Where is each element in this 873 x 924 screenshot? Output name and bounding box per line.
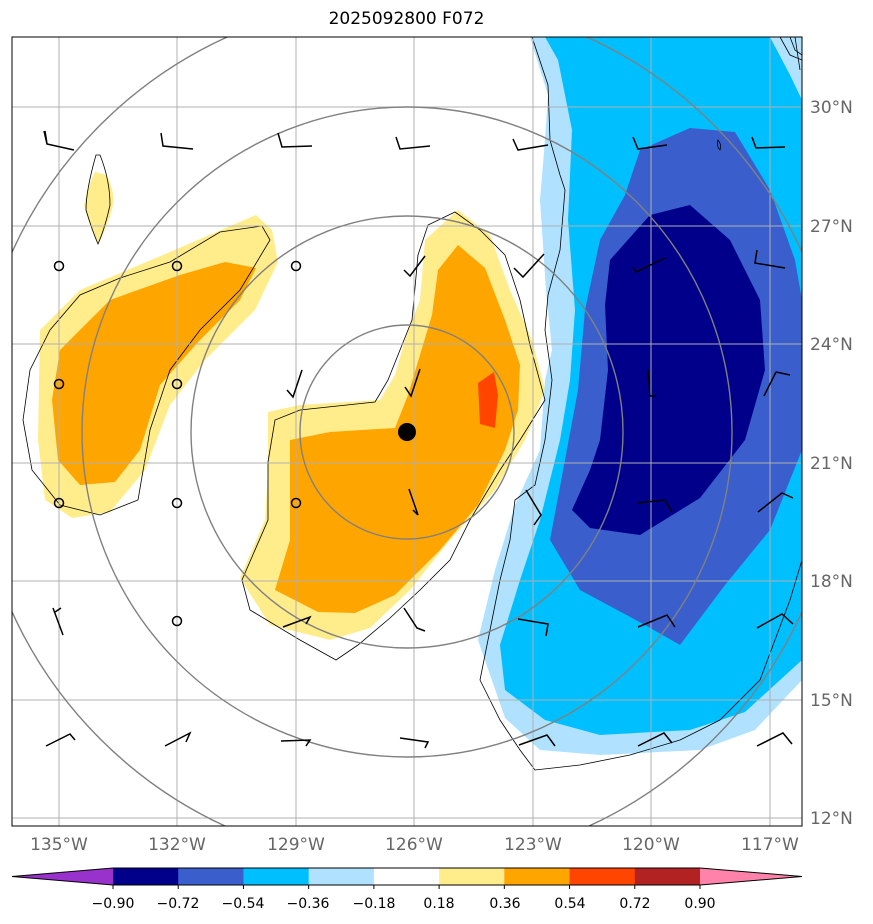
lat-label: 12°N xyxy=(810,809,853,829)
lat-label: 15°N xyxy=(810,691,853,711)
lat-label: 18°N xyxy=(810,572,853,592)
colorbar-tick-label: −0.90 xyxy=(92,896,135,912)
colorbar-tick-label: −0.36 xyxy=(287,896,330,912)
colorbar-segment xyxy=(569,868,636,885)
lat-label: 27°N xyxy=(810,217,853,237)
longitude-labels: 135°W 132°W 129°W 126°W 123°W 120°W 117°… xyxy=(30,835,799,855)
lon-label: 135°W xyxy=(30,835,88,855)
map-plot-area xyxy=(12,37,802,826)
grid-lines xyxy=(12,37,802,826)
lon-label: 123°W xyxy=(504,835,562,855)
colorbar-tick-label: 0.36 xyxy=(489,896,520,912)
colorbar-segment xyxy=(504,868,571,885)
lon-label: 120°W xyxy=(622,835,680,855)
lon-label: 117°W xyxy=(741,835,799,855)
storm-center-marker xyxy=(398,423,416,441)
wind-barbs xyxy=(43,130,794,749)
lon-label: 126°W xyxy=(385,835,443,855)
latitude-labels: 30°N 27°N 24°N 21°N 18°N 15°N 12°N xyxy=(810,98,853,829)
colorbar-tick-label: −0.18 xyxy=(353,896,396,912)
lon-label: 129°W xyxy=(267,835,325,855)
lat-label: 21°N xyxy=(810,454,853,474)
colorbar-extend-max xyxy=(700,868,802,885)
map-title: 2025092800 F072 xyxy=(328,9,485,29)
colorbar-tick-label: 0.72 xyxy=(619,896,650,912)
lat-label: 24°N xyxy=(810,335,853,355)
colorbar-segment xyxy=(373,868,440,885)
colorbar-segment xyxy=(243,868,310,885)
colorbar-segment xyxy=(178,868,244,885)
lat-label: 30°N xyxy=(810,98,853,118)
colorbar-tick-label: 0.18 xyxy=(423,896,454,912)
colorbar-segment xyxy=(308,868,375,885)
colorbar-tick-label: 0.54 xyxy=(554,896,585,912)
colorbar-segment xyxy=(634,868,701,885)
colorbar-segment xyxy=(439,868,505,885)
colorbar-ticks: −0.90 −0.72 −0.54 −0.36 −0.18 0.18 0.36 … xyxy=(92,896,716,912)
range-circles xyxy=(12,37,802,826)
colorbar-segments xyxy=(11,867,803,889)
colorbar-tick-label: 0.90 xyxy=(684,896,715,912)
positive-anomaly-fill xyxy=(38,172,545,640)
colorbar-segment xyxy=(113,868,179,885)
lon-label: 132°W xyxy=(148,835,206,855)
colorbar: −0.90 −0.72 −0.54 −0.36 −0.18 0.18 0.36 … xyxy=(11,867,803,912)
colorbar-extend-min xyxy=(12,868,113,885)
map-frame xyxy=(11,36,803,827)
colorbar-tick-label: −0.54 xyxy=(222,896,265,912)
colorbar-tick-label: −0.72 xyxy=(157,896,200,912)
